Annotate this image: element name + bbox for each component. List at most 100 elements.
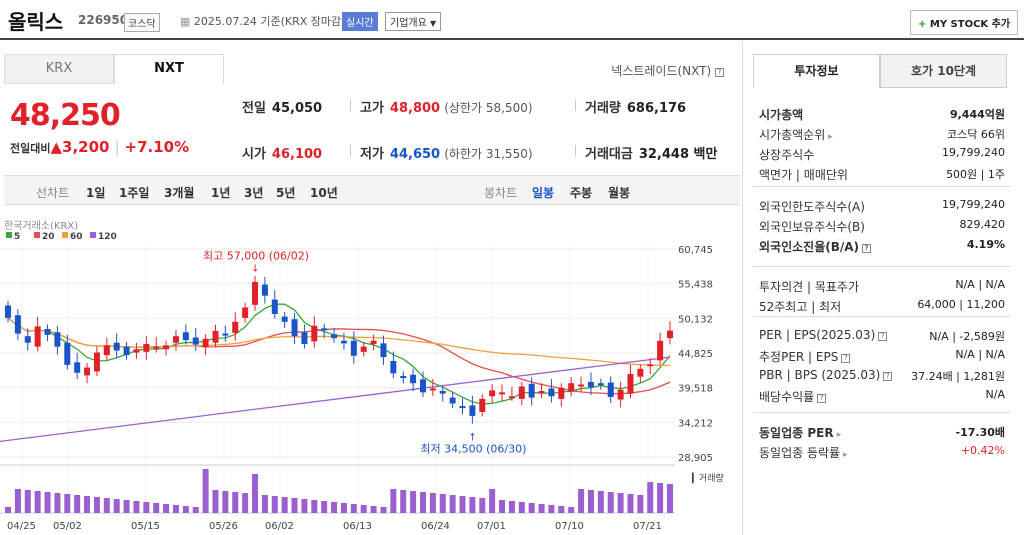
calendar-icon: ▦: [180, 15, 191, 28]
tab-orderbook[interactable]: 호가 10단계: [880, 54, 1007, 88]
volume-bar: [370, 506, 377, 513]
legend-swatch: [62, 232, 68, 238]
volume-bar: [548, 505, 555, 513]
candle: [172, 336, 179, 343]
candle: [667, 330, 673, 339]
volume-bar: [340, 503, 347, 513]
candle: [627, 374, 634, 394]
lower-limit: (하한가 31,550): [444, 147, 533, 161]
candle: [518, 386, 525, 399]
candle: [499, 392, 506, 395]
info-label: PER | EPS(2025.03)?: [759, 328, 888, 342]
period-1d[interactable]: 1일: [86, 186, 106, 200]
ma-line-120: [0, 356, 671, 442]
info-icon[interactable]: ?: [883, 372, 893, 381]
chevron-right-icon[interactable]: ▸: [833, 430, 842, 440]
info-row: 외국인소진율(B/A)? 4.19%: [759, 238, 1005, 258]
period-3y[interactable]: 3년: [244, 186, 264, 200]
mystock-add-button[interactable]: + MY STOCK 추가: [910, 10, 1019, 35]
volume-bar: [212, 490, 219, 513]
info-icon[interactable]: ?: [841, 354, 851, 363]
candle: [24, 336, 31, 343]
candle: [232, 321, 239, 333]
chevron-right-icon[interactable]: ▸: [825, 132, 833, 142]
candle: [647, 364, 654, 367]
candle: [153, 346, 160, 349]
period-1w[interactable]: 1주일: [119, 186, 150, 200]
chevron-right-icon[interactable]: ▸: [840, 450, 848, 460]
chart-weekly[interactable]: 주봉: [570, 186, 593, 200]
period-5y[interactable]: 5년: [276, 186, 296, 200]
x-axis: 04/25 05/02 05/15 05/26 06/02 06/13 06/24 07/01…: [7, 521, 662, 532]
realtime-button[interactable]: 실시간: [342, 12, 378, 31]
trade-amount: 거래대금 32,448 백만: [585, 143, 717, 162]
candle: [113, 342, 120, 351]
period-3m[interactable]: 3개월: [164, 186, 195, 200]
arrow-up-icon: ↑: [468, 432, 476, 443]
company-overview-button[interactable]: 기업개요 ▼: [385, 12, 442, 31]
legend-label: 60: [70, 232, 83, 242]
info-row: 동일업종 PER ▸ -17.30배: [759, 424, 1005, 444]
change-percent: +7.10%: [124, 138, 190, 156]
divider: [350, 99, 351, 111]
info-row: 시가총액순위 ▸ 코스닥 66위: [759, 126, 1005, 146]
candle: [360, 346, 367, 352]
info-icon[interactable]: ?: [817, 394, 827, 403]
candle: [271, 299, 278, 314]
candle: [281, 316, 288, 322]
info-value: +0.42%: [960, 444, 1005, 457]
info-label: 투자의견 | 목표주가: [759, 280, 859, 294]
chart-candle[interactable]: 봉차트: [484, 186, 518, 200]
candle: [617, 389, 624, 400]
chart-monthly[interactable]: 월봉: [608, 186, 631, 200]
candle: [568, 383, 575, 392]
candle: [350, 340, 357, 356]
volume-bar: [24, 490, 31, 513]
info-value: 19,799,240: [942, 198, 1005, 211]
candle: [479, 398, 486, 412]
info-label: 액면가 | 매매단위: [759, 168, 848, 182]
volume-label: ▎거래량: [691, 472, 724, 484]
volume-bar: [123, 500, 130, 513]
period-10y[interactable]: 10년: [310, 186, 338, 200]
volume-bar: [597, 491, 604, 513]
tab-krx[interactable]: KRX: [4, 54, 114, 84]
divider: [350, 145, 351, 157]
info-label: 동일업종 등락률 ▸: [759, 446, 848, 460]
volume-bar: [538, 504, 545, 513]
volume-bar: [568, 507, 575, 513]
tab-invest-info[interactable]: 투자정보: [753, 54, 880, 88]
volume-bar: [647, 482, 654, 513]
quote-panel: KRX NXT 넥스트레이드(NXT) ? 48,250 전일대비▲3,200 …: [0, 42, 740, 535]
legend-swatch: [6, 232, 12, 238]
company-overview-label: 기업개요: [390, 18, 427, 29]
period-1y[interactable]: 1년: [211, 186, 231, 200]
divider: [753, 186, 1011, 187]
info-row: 투자의견 | 목표주가 N/A | N/A: [759, 278, 1005, 298]
info-row: 동일업종 등락률 ▸ +0.42%: [759, 444, 1005, 464]
candle: [419, 379, 426, 393]
stock-code: 226950: [78, 13, 129, 27]
info-row: 외국인한도주식수(A) 19,799,240: [759, 198, 1005, 218]
nxt-label: 넥스트레이드(NXT) ?: [611, 62, 724, 79]
candle: [469, 405, 476, 416]
volume-bar: [261, 495, 268, 513]
candle: [291, 319, 298, 337]
info-icon[interactable]: ?: [878, 332, 888, 341]
chart-daily[interactable]: 일봉: [532, 186, 555, 200]
volume-bar: [321, 501, 328, 513]
info-icon[interactable]: ?: [862, 244, 872, 253]
info-row: 추정PER | EPS? N/A | N/A: [759, 348, 1005, 368]
market-badge: 코스닥: [124, 13, 160, 32]
candle: [212, 330, 219, 343]
candle: [528, 383, 535, 398]
period-line[interactable]: 선차트: [36, 186, 70, 200]
volume-bar: [301, 499, 308, 513]
tab-nxt[interactable]: NXT: [114, 54, 224, 84]
x-tick-label: 06/13: [343, 521, 372, 532]
prev-close: 전일 45,050: [242, 97, 322, 116]
info-row: 배당수익률? N/A: [759, 388, 1005, 408]
volume-bar: [499, 500, 506, 513]
legend-swatch: [90, 232, 96, 238]
info-icon[interactable]: ?: [715, 68, 724, 77]
